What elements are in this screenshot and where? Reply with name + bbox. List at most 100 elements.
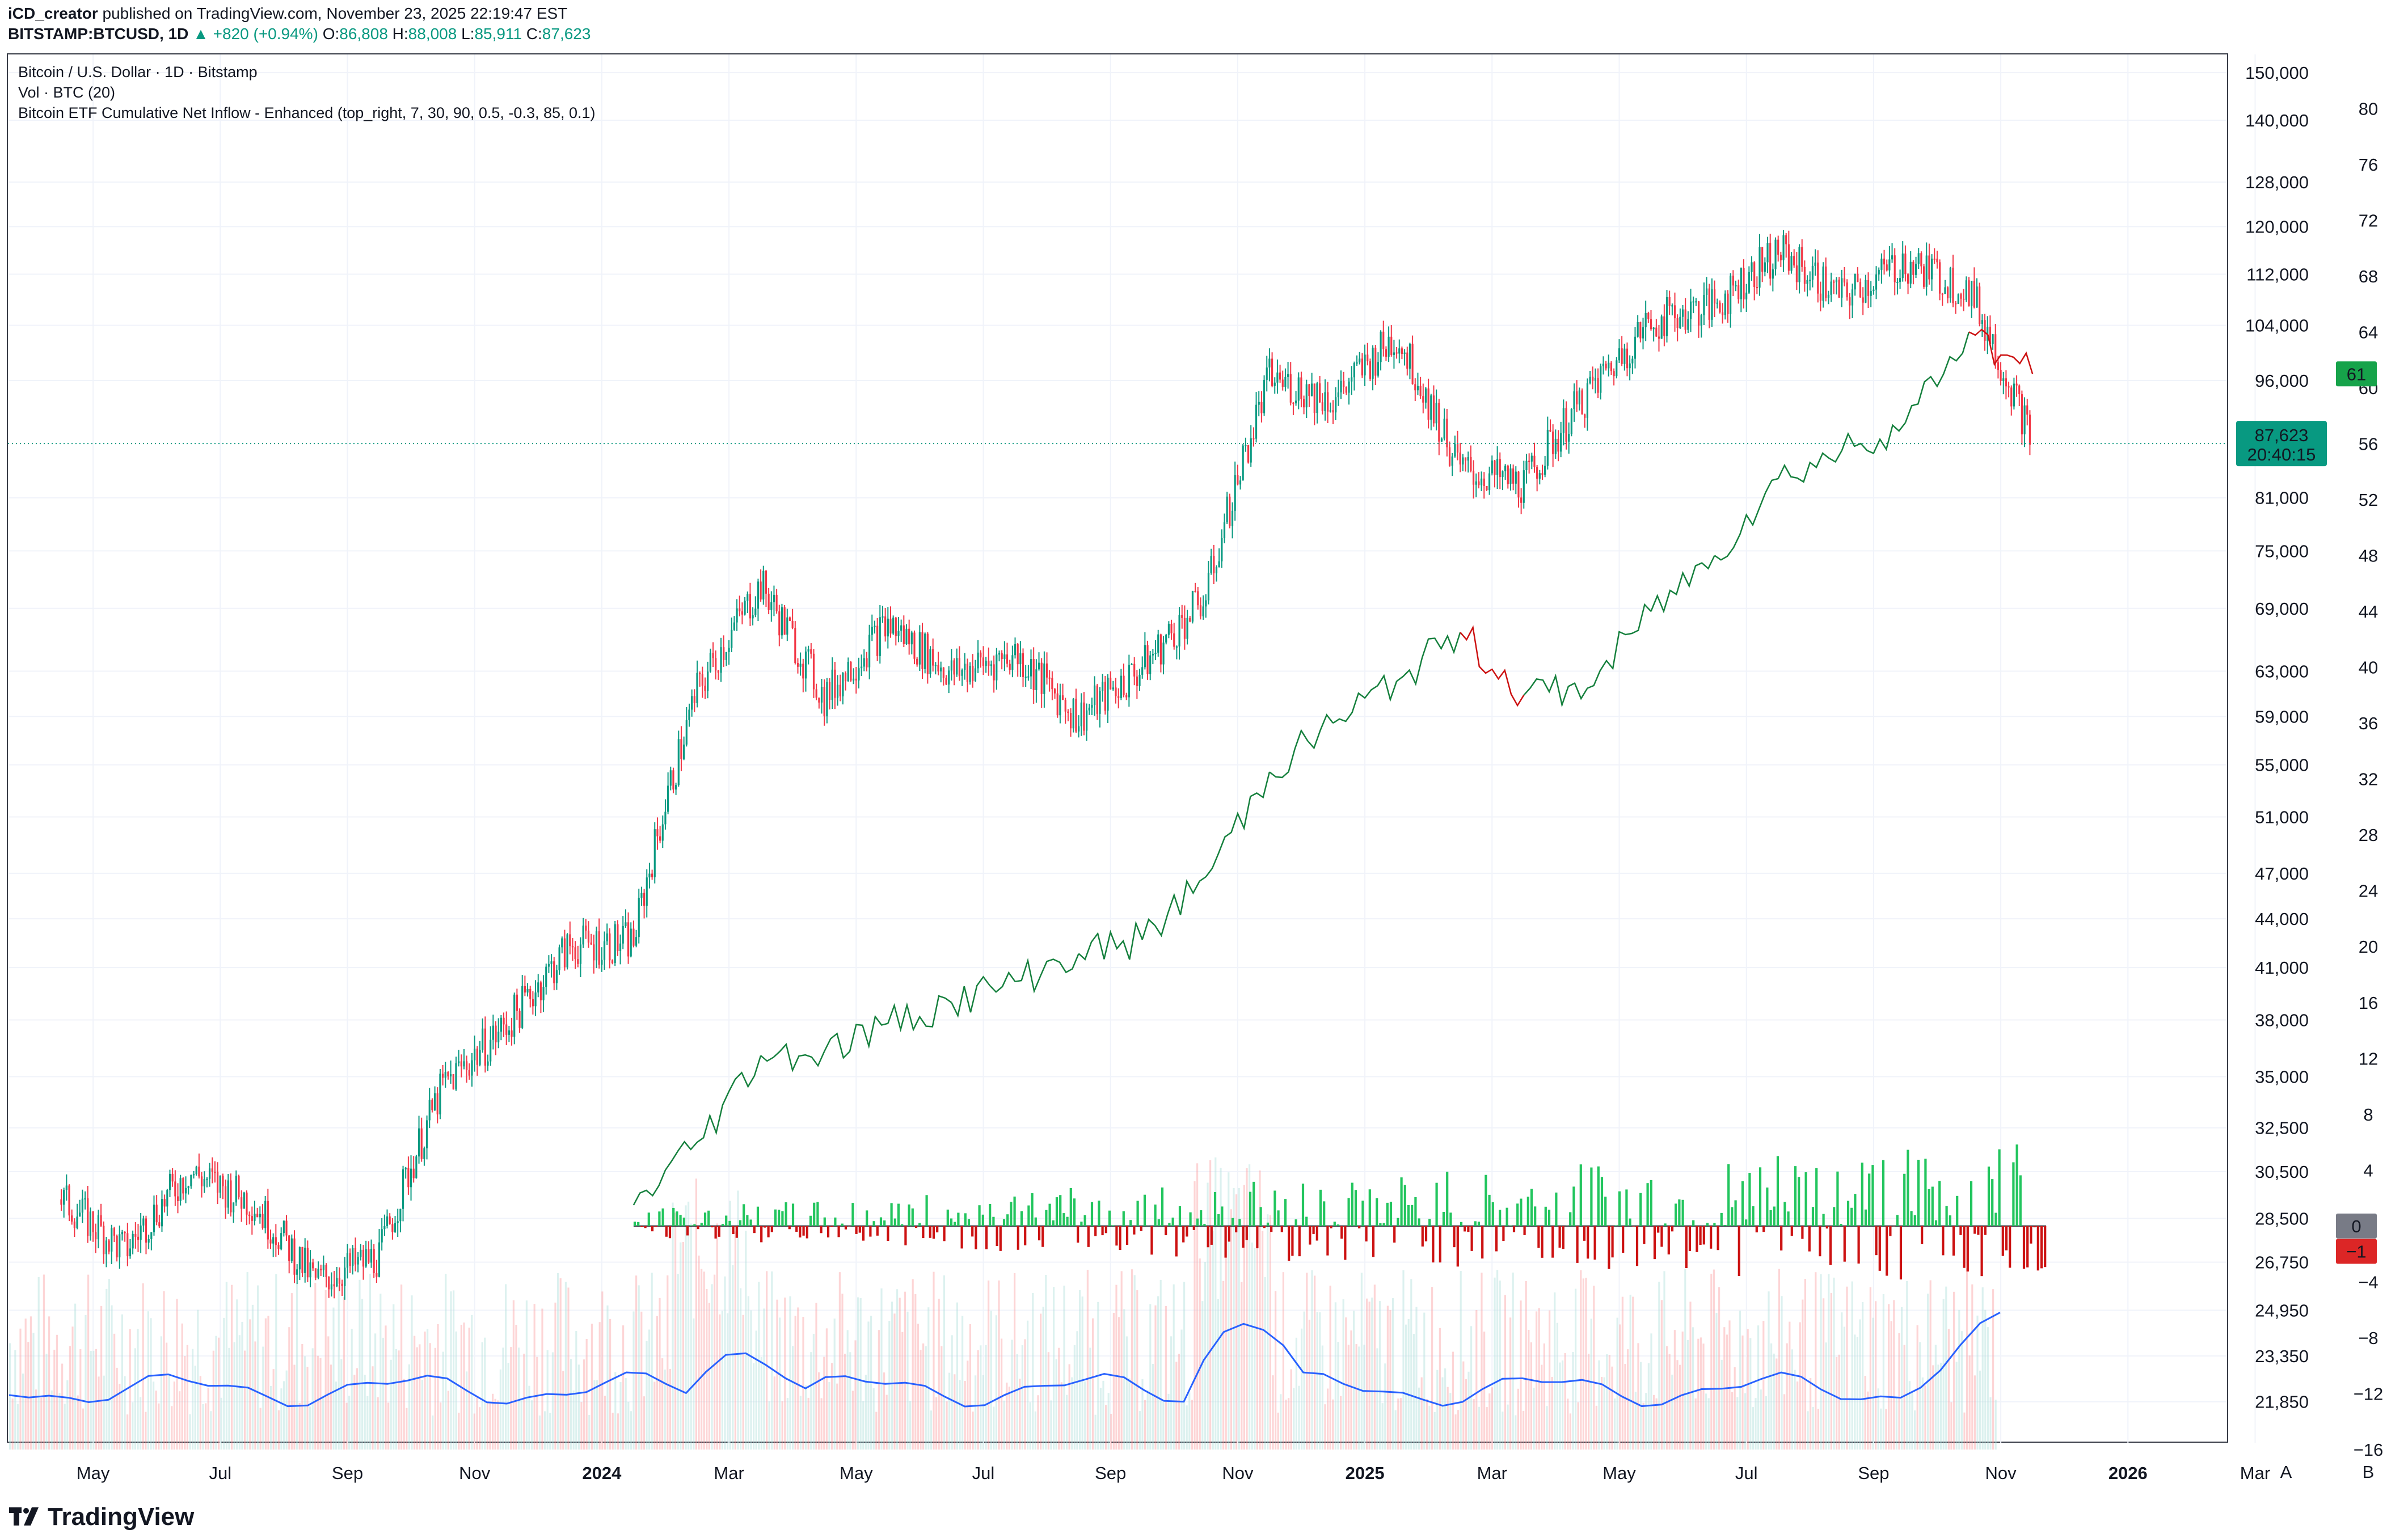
candle-body (455, 1063, 457, 1090)
candle-body (1843, 278, 1846, 283)
price-axis-label: 128,000 (2245, 172, 2309, 192)
flow-bar (1393, 1226, 1396, 1243)
flow-bar (1934, 1220, 1938, 1226)
volume-bar (1481, 1273, 1483, 1450)
volume-bar (1629, 1294, 1631, 1450)
volume-bar (79, 1349, 82, 1450)
candle-body (929, 649, 931, 674)
auto-scale-button[interactable]: A (2280, 1462, 2292, 1482)
candle-body (1989, 327, 1991, 344)
flow-bar (1854, 1194, 1857, 1226)
candle-body (513, 994, 516, 1037)
volume-bar (1452, 1351, 1454, 1450)
volume-bar (314, 1282, 317, 1450)
volume-bar (825, 1328, 828, 1450)
time-axis-label: Mar (1477, 1463, 1507, 1483)
volume-bar (995, 1315, 997, 1450)
volume-bar (43, 1274, 45, 1450)
volume-bar (1355, 1344, 1357, 1450)
legend-volume[interactable]: Vol · BTC (20) (18, 84, 116, 101)
volume-bar (377, 1397, 379, 1450)
candle-body (1045, 663, 1048, 678)
flow-bar (735, 1226, 738, 1238)
volume-bar (904, 1291, 906, 1450)
volume-bar (32, 1333, 35, 1450)
volume-bar (927, 1307, 930, 1450)
volume-bar (1081, 1296, 1083, 1450)
indicator-axis-label: 76 (2359, 155, 2378, 175)
candle-body (1353, 363, 1355, 378)
volume-bar (1947, 1329, 1950, 1450)
flow-bar (1382, 1223, 1385, 1226)
candle-body (585, 926, 587, 931)
volume-bar (277, 1410, 280, 1450)
flow-bar (1442, 1211, 1445, 1226)
volume-bar (1817, 1409, 1819, 1450)
candle-body (1854, 273, 1856, 290)
volume-bar (1940, 1362, 1942, 1450)
legend-indicator[interactable]: Bitcoin ETF Cumulative Net Inflow - Enha… (18, 104, 596, 121)
publisher-name[interactable]: iCD_creator (8, 5, 98, 22)
candle-body (1432, 395, 1435, 424)
volume-bar (126, 1414, 129, 1450)
log-scale-button[interactable]: B (2363, 1462, 2375, 1482)
indicator-axis-label: 4 (2363, 1160, 2373, 1180)
flow-bar (1720, 1212, 1723, 1226)
flow-bar (1907, 1150, 1909, 1226)
volume-bar (1478, 1406, 1480, 1450)
candle-body (760, 581, 762, 600)
candle-body (1936, 259, 1938, 263)
candle-body (1472, 471, 1475, 485)
candle-body (71, 1215, 73, 1222)
flow-bar (1959, 1226, 1962, 1235)
flow-bar (658, 1211, 661, 1226)
candle-body (155, 1205, 158, 1223)
tradingview-logo[interactable]: TradingView (9, 1503, 194, 1531)
candle-body (860, 666, 863, 669)
flow-bar (964, 1213, 967, 1226)
candle-body (1735, 285, 1737, 287)
candle-body (1546, 429, 1549, 466)
candle-body (603, 941, 606, 960)
flow-bar (1080, 1222, 1083, 1226)
volume-bar (1645, 1393, 1647, 1450)
flow-bar (633, 1222, 636, 1226)
flow-bar (1611, 1226, 1614, 1258)
flow-bar (1161, 1187, 1164, 1226)
candle-body (1523, 470, 1525, 503)
volume-bar (1549, 1310, 1551, 1450)
volume-bar (1047, 1352, 1049, 1450)
candle-body (1652, 327, 1655, 329)
flow-bar (1094, 1226, 1097, 1236)
volume-bar (695, 1178, 697, 1450)
candle-body (168, 1173, 171, 1190)
candle-body (1245, 445, 1247, 446)
candle-body (1957, 294, 1959, 304)
candle-body (1043, 663, 1045, 694)
candle-body (723, 647, 725, 660)
candle-body (420, 1128, 423, 1159)
candle-body (404, 1168, 407, 1170)
price-axis-label: 21,850 (2255, 1392, 2309, 1412)
candle-body (1738, 285, 1740, 299)
legend-main[interactable]: Bitcoin / U.S. Dollar · 1D · Bitstamp (18, 64, 258, 81)
volume-bar (512, 1300, 515, 1450)
flow-bar (2026, 1226, 2029, 1267)
volume-bar (372, 1366, 374, 1450)
candle-body (79, 1212, 81, 1217)
candle-body (553, 961, 555, 983)
volume-bar (674, 1212, 677, 1450)
volume-bar (228, 1347, 230, 1450)
chart-frame[interactable] (7, 53, 2228, 1443)
volume-bar (1194, 1181, 1196, 1450)
candle-body (1992, 334, 1994, 344)
volume-bar (698, 1256, 700, 1450)
candle-body (1011, 655, 1014, 670)
volume-bar (1019, 1379, 1021, 1450)
flow-bar (1277, 1210, 1280, 1226)
volume-bar (19, 1328, 22, 1450)
candle-body (1287, 374, 1289, 377)
flow-bar (1474, 1221, 1477, 1226)
